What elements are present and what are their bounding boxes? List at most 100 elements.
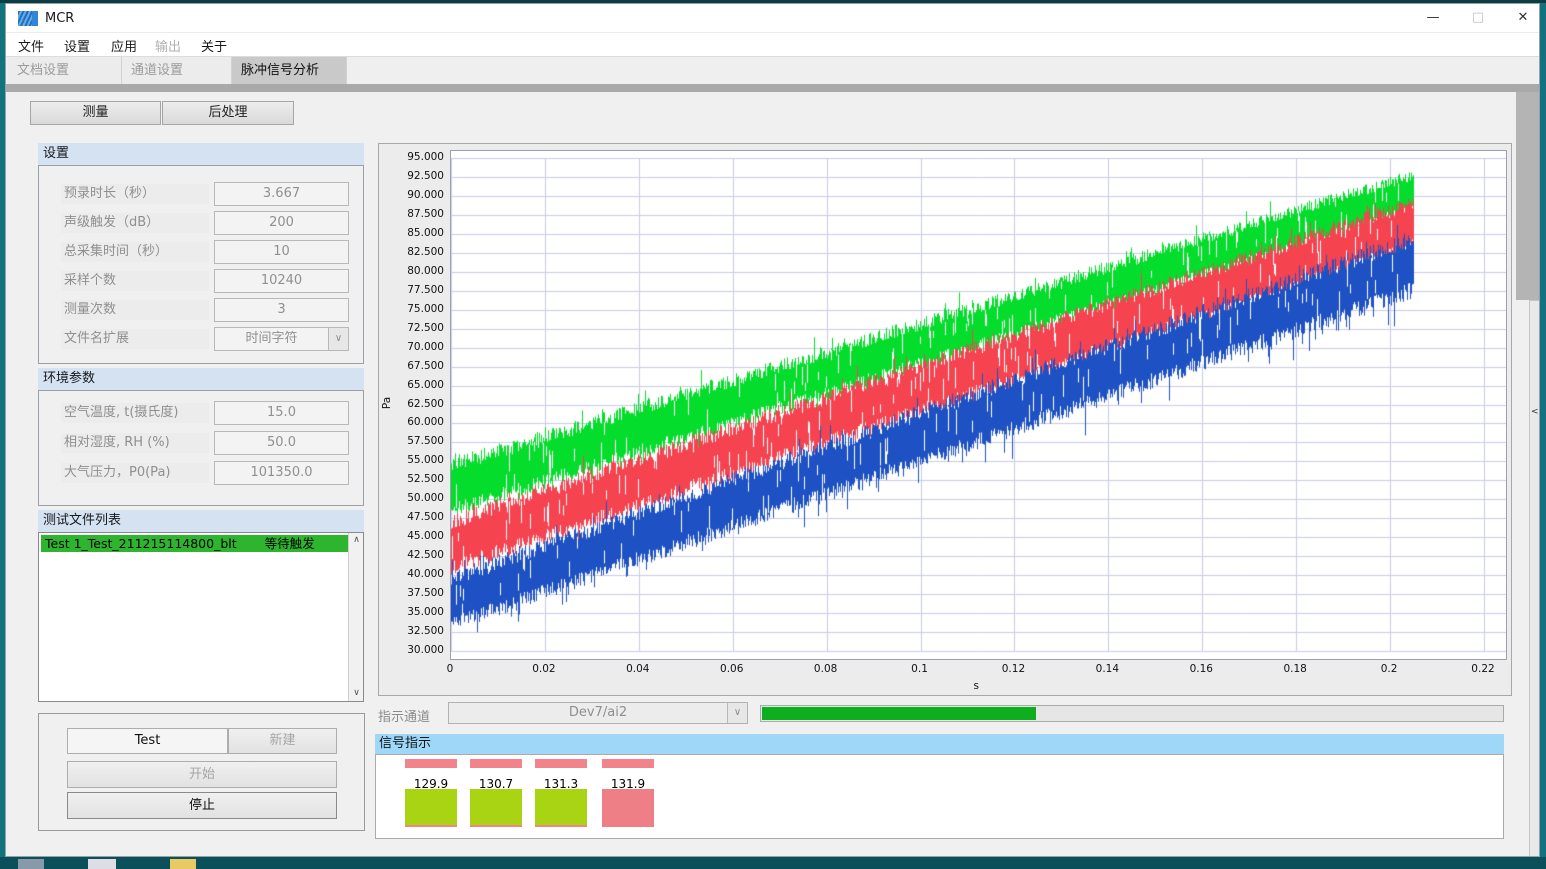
relative-humidity-field[interactable]: 50.0 <box>214 431 349 455</box>
field-label: 测量次数 <box>61 300 209 320</box>
taskbar-icon[interactable] <box>18 859 44 869</box>
desktop-edge <box>0 0 1546 3</box>
x-tick-label: 0.14 <box>1095 663 1120 675</box>
y-tick-label: 40.000 <box>407 568 444 581</box>
environment-header: 环境参数 <box>38 368 364 390</box>
scroll-down-icon[interactable]: ∨ <box>353 688 360 698</box>
signal-strip <box>405 759 457 768</box>
menu-output[interactable]: 输出 <box>155 40 182 55</box>
y-tick-label: 47.500 <box>407 511 444 524</box>
menu-settings[interactable]: 设置 <box>64 40 91 55</box>
menu-about[interactable]: 关于 <box>201 40 228 55</box>
file-list-header: 测试文件列表 <box>38 510 364 532</box>
desktop-edge <box>1540 3 1546 857</box>
x-axis-label: s <box>973 680 979 692</box>
file-status: 等待触发 <box>264 536 315 551</box>
tab-strip-shadow <box>5 84 1540 92</box>
menu-file[interactable]: 文件 <box>18 40 45 55</box>
filename-extension-dropdown[interactable]: 时间字符 ∨ <box>214 327 349 351</box>
y-axis-label: Pa <box>381 396 394 410</box>
stop-button[interactable]: 停止 <box>67 792 337 819</box>
new-button[interactable]: 新建 <box>228 728 337 754</box>
test-name-button[interactable]: Test <box>67 728 228 754</box>
sound-level-trigger-field[interactable]: 200 <box>214 211 349 235</box>
y-tick-label: 75.000 <box>407 302 444 315</box>
postprocess-button[interactable]: 后处理 <box>162 101 294 125</box>
x-tick-label: 0.02 <box>532 663 556 675</box>
environment-box: 空气温度, t(摄氏度) 15.0 相对湿度, RH (%) 50.0 大气压力… <box>38 390 364 506</box>
x-tick-label: 0.04 <box>626 663 650 675</box>
indicator-channel-dropdown[interactable]: Dev7/ai2 ∨ <box>448 702 748 724</box>
y-tick-label: 67.500 <box>407 359 444 372</box>
measure-button[interactable]: 测量 <box>30 101 161 125</box>
list-item[interactable]: Test 1_Test_211215114800_blt 等待触发 <box>41 535 348 552</box>
prerecord-duration-field[interactable]: 3.667 <box>214 182 349 206</box>
maximize-button[interactable]: □ <box>1471 10 1485 25</box>
air-temperature-field[interactable]: 15.0 <box>214 401 349 425</box>
signal-value: 131.3 <box>543 777 579 791</box>
y-tick-label: 85.000 <box>407 226 444 239</box>
chevron-down-icon[interactable]: ∨ <box>328 328 348 350</box>
right-margin <box>1516 92 1540 300</box>
signal-level-box <box>405 789 457 827</box>
x-tick-label: 0 <box>446 663 454 675</box>
signal-level-box <box>470 789 522 827</box>
menu-bar: 文件 设置 应用 输出 关于 <box>5 33 1540 57</box>
settings-box: 预录时长（秒） 3.667 声级触发（dB） 200 总采集时间（秒） 10 采… <box>38 165 364 364</box>
acquisition-progress-bar <box>760 705 1504 722</box>
field-label: 采样个数 <box>61 271 209 291</box>
signal-level-box <box>535 789 587 827</box>
close-button[interactable]: ✕ <box>1517 10 1529 25</box>
indicator-channel-value: Dev7/ai2 <box>568 705 628 720</box>
y-tick-label: 70.000 <box>407 340 444 353</box>
field-label: 大气压力，P0(Pa) <box>61 463 209 483</box>
y-tick-label: 95.000 <box>407 151 444 163</box>
scroll-up-icon[interactable]: ∧ <box>353 535 360 545</box>
y-tick-label: 52.500 <box>407 473 444 486</box>
collapse-left-icon: < <box>1531 407 1539 417</box>
run-control-box: Test 新建 开始 停止 <box>38 713 365 831</box>
tab-pulse-signal-analysis[interactable]: 脉冲信号分析 <box>232 57 347 84</box>
y-tick-label: 30.000 <box>407 644 444 656</box>
y-tick-label: 32.500 <box>407 625 444 638</box>
waveform-canvas <box>450 150 1507 660</box>
y-tick-label: 57.500 <box>407 435 444 448</box>
measurement-times-field[interactable]: 3 <box>214 298 349 322</box>
signal-indication-header: 信号指示 <box>375 734 1504 754</box>
field-label: 总采集时间（秒） <box>61 242 209 262</box>
chevron-down-icon[interactable]: ∨ <box>727 703 747 723</box>
progress-fill <box>762 707 1036 720</box>
filename-extension-value: 时间字符 <box>245 331 298 346</box>
signal-strip <box>470 759 522 768</box>
menu-application[interactable]: 应用 <box>111 40 138 55</box>
list-scrollbar[interactable]: ∧ ∨ <box>348 533 363 701</box>
tab-channel-settings[interactable]: 通道设置 <box>122 57 232 84</box>
y-tick-label: 65.000 <box>407 378 444 391</box>
signal-strip <box>602 759 654 768</box>
taskbar-icon[interactable] <box>170 859 196 869</box>
total-acquisition-time-field[interactable]: 10 <box>214 240 349 264</box>
desktop-edge <box>0 3 5 857</box>
y-tick-label: 42.500 <box>407 549 444 562</box>
y-tick-label: 72.500 <box>407 321 444 334</box>
y-tick-label: 82.500 <box>407 245 444 258</box>
y-tick-label: 35.000 <box>407 606 444 619</box>
tab-document-settings[interactable]: 文档设置 <box>8 57 122 84</box>
taskbar-icon[interactable] <box>88 859 116 869</box>
atmospheric-pressure-field[interactable]: 101350.0 <box>214 461 349 485</box>
sample-count-field[interactable]: 10240 <box>214 269 349 293</box>
y-tick-label: 37.500 <box>407 587 444 600</box>
x-tick-label: 0.1 <box>911 663 928 675</box>
settings-header: 设置 <box>38 143 364 165</box>
y-tick-label: 50.000 <box>407 492 444 505</box>
minimize-button[interactable]: — <box>1426 10 1440 25</box>
field-label: 空气温度, t(摄氏度) <box>61 403 209 423</box>
start-button[interactable]: 开始 <box>67 761 337 788</box>
signal-value: 129.9 <box>413 777 449 791</box>
signal-indication-panel: 129.9 130.7 131.3 131.9 <box>375 754 1504 839</box>
x-tick-label: 0.18 <box>1283 663 1307 675</box>
y-tick-label: 62.500 <box>407 397 444 410</box>
field-label: 相对湿度, RH (%) <box>61 433 209 453</box>
y-tick-label: 55.000 <box>407 454 444 467</box>
